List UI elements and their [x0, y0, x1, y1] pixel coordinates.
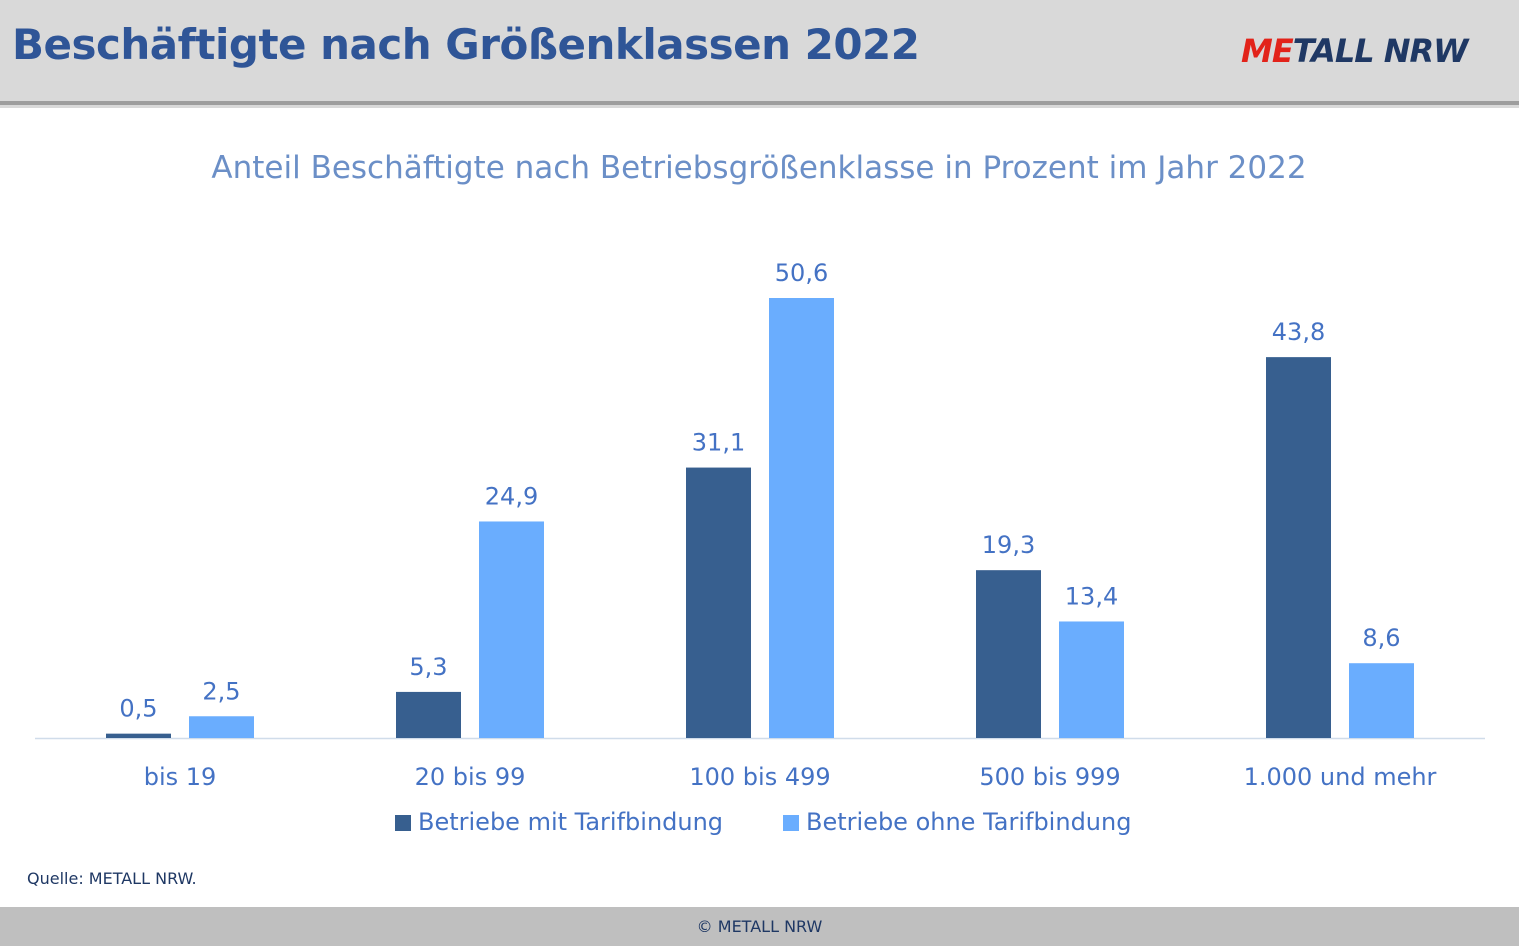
header-bar: Beschäftigte nach Größenklassen 2022 MET… [0, 0, 1519, 101]
legend-swatch [783, 815, 799, 831]
bar-ohne-4 [1349, 663, 1414, 738]
x-tick-label: 100 bis 499 [689, 763, 830, 791]
bar-chart: Anteil Beschäftigte nach Betriebsgrößenk… [35, 150, 1485, 836]
legend-label: Betriebe mit Tarifbindung [418, 808, 723, 836]
bar-ohne-1 [479, 521, 544, 738]
x-tick-label: 1.000 und mehr [1244, 763, 1437, 791]
data-label: 0,5 [119, 695, 157, 723]
bar-mit-2 [686, 467, 751, 738]
header-divider-light [0, 105, 1519, 108]
data-label: 5,3 [409, 653, 447, 681]
bar-mit-1 [396, 691, 461, 738]
data-label: 8,6 [1362, 624, 1400, 652]
source-note: Quelle: METALL NRW. [27, 869, 197, 888]
data-label: 50,6 [775, 259, 828, 287]
header-divider [0, 101, 1519, 105]
data-label: 24,9 [485, 482, 538, 510]
bar-ohne-0 [189, 716, 254, 738]
legend-label: Betriebe ohne Tarifbindung [806, 808, 1131, 836]
bar-mit-4 [1266, 357, 1331, 738]
x-tick-label: 500 bis 999 [979, 763, 1120, 791]
data-label: 2,5 [202, 677, 240, 705]
metall-nrw-logo: METALL NRW [1241, 32, 1468, 70]
bar-mit-3 [976, 570, 1041, 738]
bar-ohne-2 [769, 298, 834, 738]
data-label: 31,1 [692, 429, 745, 457]
bar-ohne-3 [1059, 621, 1124, 738]
chart-title: Anteil Beschäftigte nach Betriebsgrößenk… [211, 150, 1306, 186]
data-label: 19,3 [982, 531, 1035, 559]
bar-mit-0 [106, 733, 171, 738]
legend-swatch [395, 815, 411, 831]
footer-bar: © METALL NRW [0, 907, 1519, 946]
x-tick-label: 20 bis 99 [415, 763, 526, 791]
page-title: Beschäftigte nach Größenklassen 2022 [12, 20, 920, 69]
data-label: 13,4 [1065, 582, 1118, 610]
x-tick-label: bis 19 [144, 763, 217, 791]
data-label: 43,8 [1272, 318, 1325, 346]
footer-copyright: © METALL NRW [696, 917, 823, 936]
